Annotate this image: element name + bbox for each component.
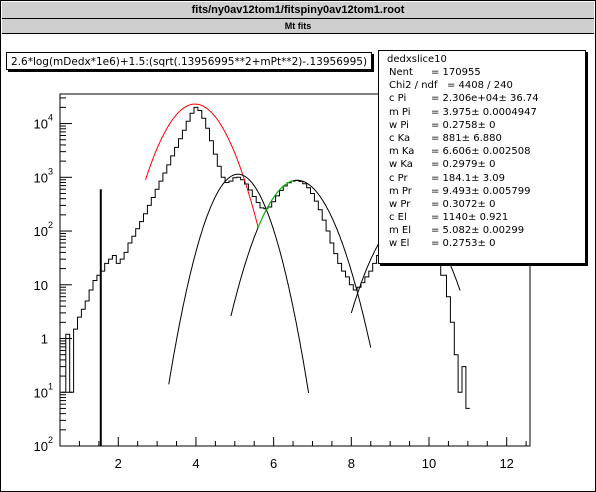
stats-value: = 2.306e+04± 36.74	[431, 93, 539, 105]
fit-curve-pion	[145, 103, 259, 228]
stats-row: c Ka = 881± 6.880	[387, 132, 585, 145]
stats-row: m El = 5.082± 0.00299	[387, 224, 585, 237]
stats-label: w Pi	[389, 119, 409, 131]
fit-curve-electron	[168, 173, 310, 393]
x-tick-label: 8	[348, 456, 355, 471]
stats-label: c El	[389, 212, 407, 224]
y-tick-label: 10	[34, 278, 48, 293]
stats-row: m Pi = 3.975± 0.0004947	[387, 106, 585, 119]
stats-label: w Ka	[389, 159, 413, 171]
stats-row: Nent = 170955	[387, 66, 585, 79]
y-tick-label: 10	[34, 117, 48, 132]
stats-value: = 0.2758± 0	[431, 119, 496, 131]
stats-label: m El	[389, 225, 412, 237]
stats-value: = 0.3072± 0	[431, 198, 496, 210]
stats-row: m Pr = 9.493± 0.005799	[387, 185, 585, 198]
stats-row: w Ka = 0.2979± 0	[387, 158, 585, 171]
y-tick-label: 1	[41, 332, 48, 347]
stats-row: m Ka = 6.606± 0.002508	[387, 145, 585, 158]
x-tick-label: 4	[192, 456, 199, 471]
stats-label: c Pi	[389, 93, 407, 105]
y-tick-exponent: 4	[48, 113, 53, 123]
window-subtitle: Mt fits	[2, 19, 594, 34]
stats-label: m Ka	[389, 146, 415, 158]
x-tick-label: 12	[499, 456, 513, 471]
fit-curve-kaon	[230, 179, 372, 348]
stats-row: w Pi = 0.2758± 0	[387, 119, 585, 132]
stats-box: dedxslice10 Nent = 170955 Chi2 / ndf = 4408…	[378, 50, 586, 264]
stats-label: c Ka	[389, 132, 411, 144]
stats-label: Nent	[389, 67, 413, 78]
stats-value: = 170955	[431, 67, 481, 78]
x-tick-label: 2	[115, 456, 122, 471]
stats-label: w Pr	[389, 198, 411, 210]
stats-value: = 9.493± 0.005799	[431, 185, 531, 197]
y-tick-label: 10	[34, 224, 48, 239]
stats-value: = 6.606± 0.002508	[431, 146, 531, 158]
y-tick-exponent: 3	[48, 166, 53, 176]
stats-value: = 184.1± 3.09	[431, 172, 506, 184]
stats-label: w El	[389, 238, 410, 250]
y-tick-exponent: 2	[48, 435, 53, 445]
stats-row: w El = 0.2753± 0	[387, 237, 585, 250]
stats-row: c Pi = 2.306e+04± 36.74	[387, 92, 585, 105]
y-tick-exponent: 1	[48, 381, 53, 391]
stats-row: Chi2 / ndf = 4408 / 240	[387, 79, 585, 92]
stats-row: c Pr = 184.1± 3.09	[387, 172, 585, 185]
y-tick-label: 10	[34, 385, 48, 400]
plot-frame	[59, 93, 531, 447]
stats-title: dedxslice10	[387, 54, 447, 65]
stats-row: w Pr = 0.3072± 0	[387, 198, 585, 211]
stats-label: m Pr	[389, 185, 412, 197]
y-tick-exponent: 2	[48, 220, 53, 230]
stats-label: c Pr	[389, 172, 408, 184]
stats-value: = 4408 / 240	[447, 80, 513, 92]
window-title: fits/ny0av12tom1/fitspiny0av12tom1.root	[2, 2, 594, 19]
fit-curve-proton_green	[257, 180, 294, 228]
formula-label: 2.6*log(mDedx*1e6)+1.5:(sqrt(.13956995**…	[6, 52, 372, 70]
stats-row: c El = 1140± 0.921	[387, 211, 585, 224]
stats-value: = 881± 6.880	[431, 132, 502, 144]
stats-value: = 5.082± 0.00299	[431, 225, 525, 237]
stats-label: Chi2 / ndf	[389, 80, 438, 92]
x-tick-label: 6	[270, 456, 277, 471]
stats-value: = 3.975± 0.0004947	[431, 106, 537, 118]
stats-value: = 0.2753± 0	[431, 238, 496, 250]
y-tick-label: 10	[34, 170, 48, 185]
stats-value: = 1140± 0.921	[431, 212, 509, 224]
x-tick-label: 10	[422, 456, 436, 471]
y-tick-label: 10	[34, 439, 48, 454]
stats-label: m Pi	[389, 106, 411, 118]
stats-value: = 0.2979± 0	[431, 159, 496, 171]
